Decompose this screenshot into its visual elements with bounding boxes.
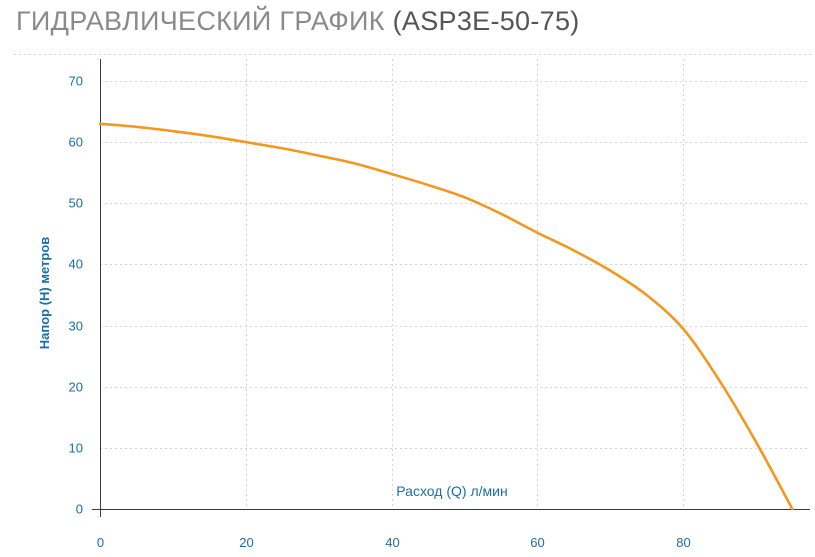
chart-title-main: ГИДРАВЛИЧЕСКИЙ ГРАФИК [16,6,385,36]
x-tick-label: 60 [530,535,544,550]
x-tick-label: 20 [239,535,253,550]
y-tick-label: 30 [69,319,83,334]
x-axis-label: Расход (Q) л/мин [396,483,507,499]
performance-curve [98,122,794,511]
tick-layer: 0 10 20 30 40 50 60 70 0 20 40 60 80 [69,74,691,551]
y-tick-label: 70 [69,74,83,89]
chart-title: ГИДРАВЛИЧЕСКИЙ ГРАФИК (ASP3E-50-75) [16,6,580,37]
y-tick-label: 20 [69,380,83,395]
y-axis-label: Напор (H) метров [37,237,52,350]
y-tick-label: 50 [69,196,83,211]
x-tick-label: 40 [385,535,399,550]
grid-layer [14,54,812,517]
y-tick-label: 0 [76,502,83,517]
y-tick-label: 60 [69,135,83,150]
y-tick-label: 40 [69,257,83,272]
chart-title-model: (ASP3E-50-75) [392,6,580,36]
x-tick-label: 0 [97,535,104,550]
y-tick-label: 10 [69,441,83,456]
x-tick-label: 80 [676,535,690,550]
